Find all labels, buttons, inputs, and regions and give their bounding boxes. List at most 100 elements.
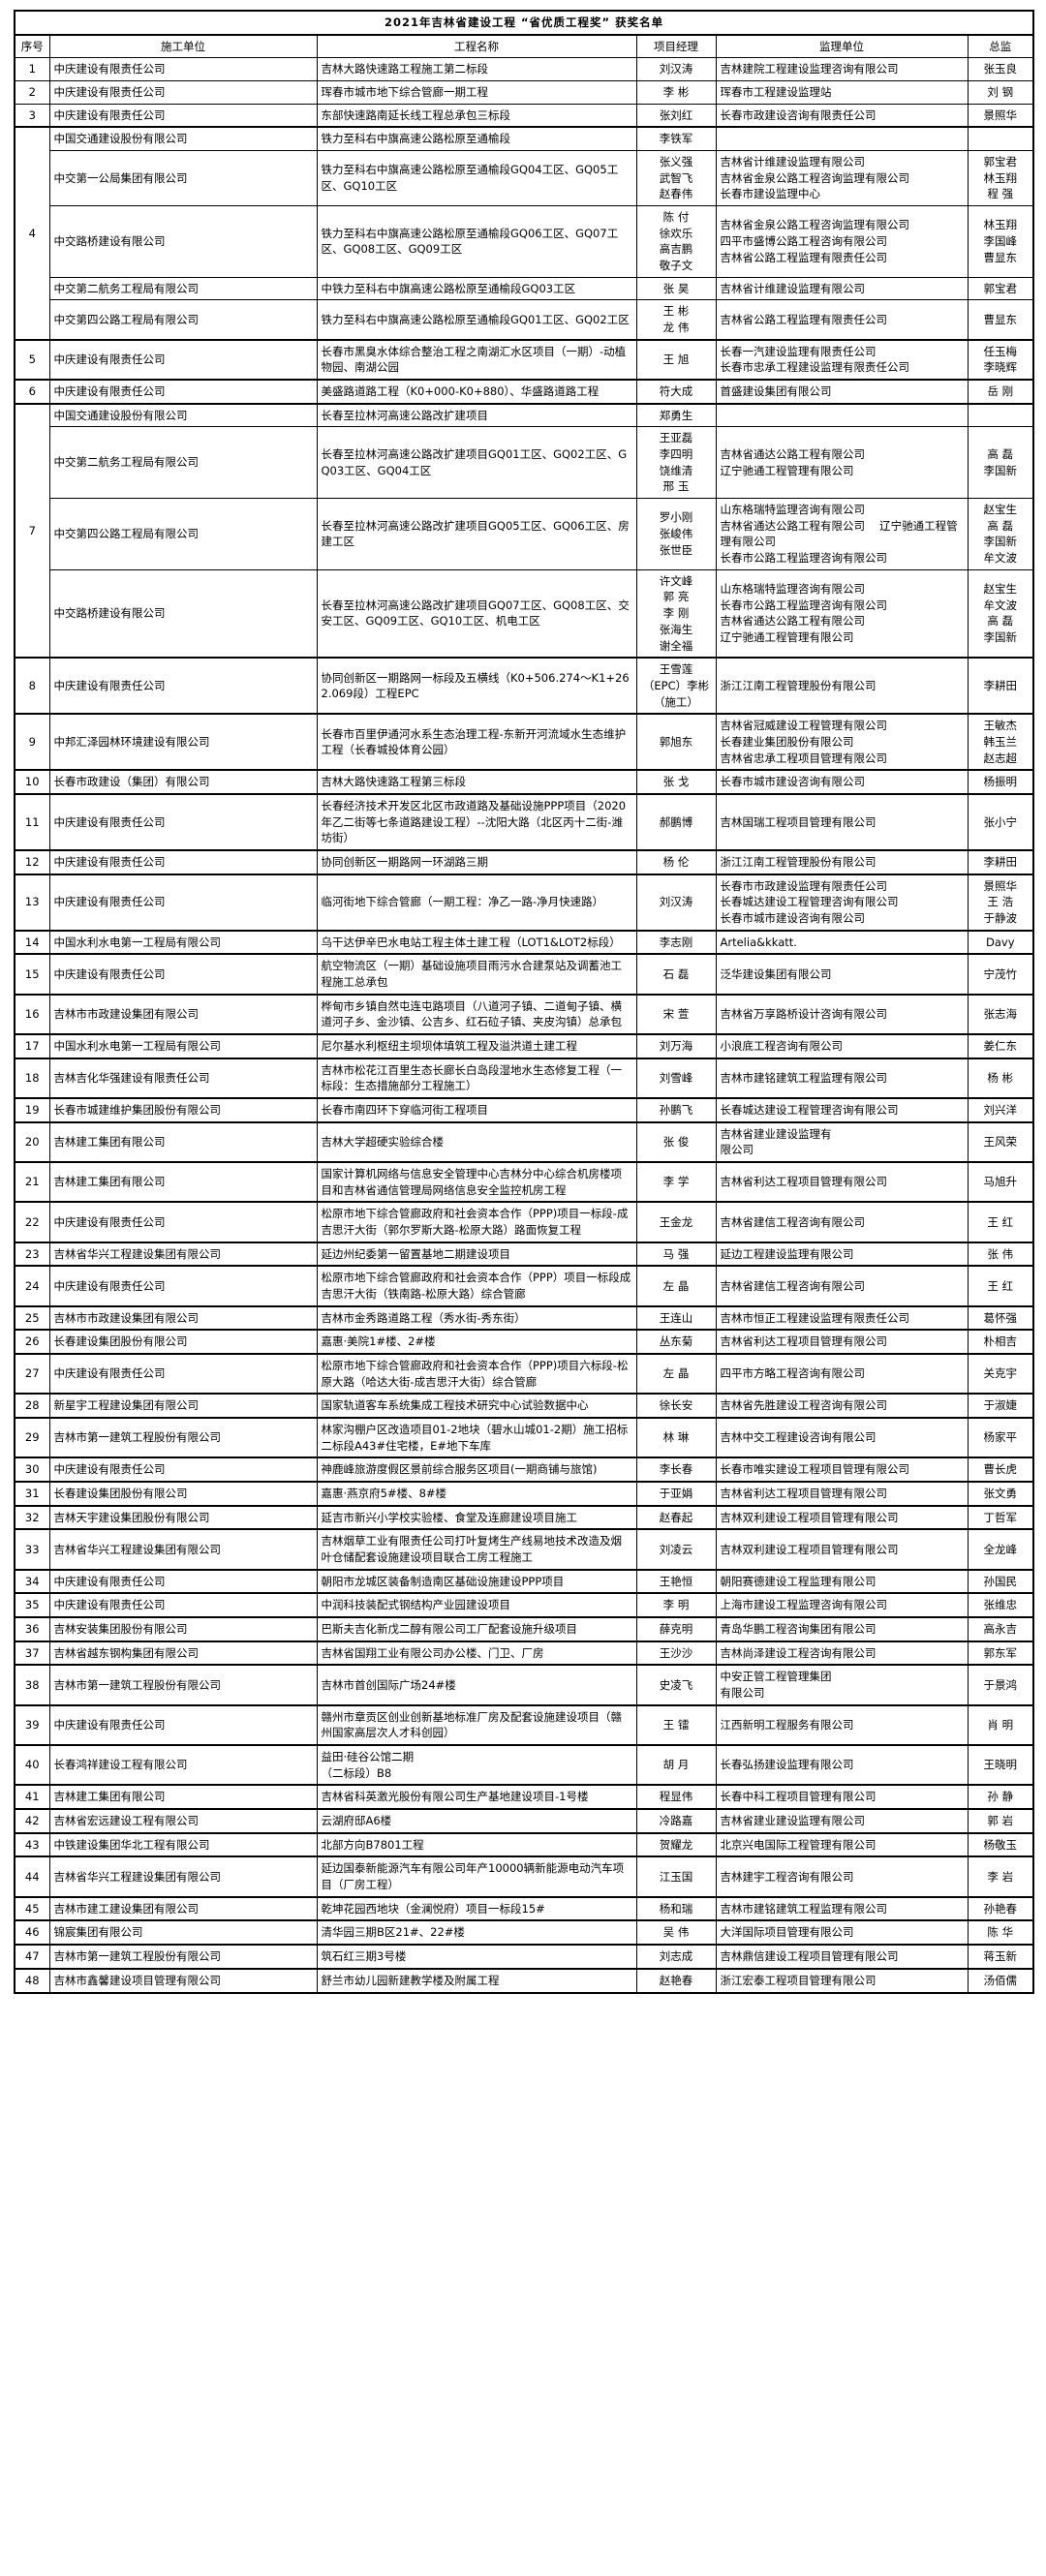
project-manager: 杨和瑞 <box>635 1895 717 1921</box>
chief-supervisor: 郭宝君 <box>967 276 1034 301</box>
project-name: 松原市地下综合管廊政府和社会资本合作（PPP)项目一标段-成吉思汗大街（郭尔罗斯… <box>316 1201 637 1243</box>
chief-supervisor: 张小宁 <box>967 792 1034 851</box>
supervision-unit: 吉林中交工程建设咨询有限公司 <box>715 1417 969 1458</box>
project-manager: 刘汉涛 <box>635 57 717 82</box>
construction-unit: 吉林市鑫馨建设项目管理有限公司 <box>48 1967 318 1993</box>
table-row: 42 吉林省宏远建设工程有限公司 云湖府邸A6楼 冷路嘉 吉林省建业建设监理有限公司郭 … <box>14 1808 1034 1834</box>
construction-unit: 中交路桥建设有限公司 <box>48 205 318 278</box>
supervision-unit: 山东格瑞特监理咨询有限公司 长春市公路工程监理咨询有限公司 吉林省通达公路工程有… <box>715 568 969 659</box>
table-row: 27 中庆建设有限责任公司 松原市地下综合管廊政府和社会资本合作（PPP)项目六标段… <box>14 1353 1034 1395</box>
supervision-unit: 长春市唯实建设工程项目管理有限公司 <box>715 1457 969 1483</box>
chief-supervisor: 王 红 <box>967 1265 1034 1307</box>
project-manager: 孙鹏飞 <box>635 1096 717 1123</box>
project-name: 中铁力至科右中旗高速公路松原至通榆段GQ03工区 <box>316 276 637 301</box>
chief-supervisor: 于淑婕 <box>967 1393 1034 1419</box>
project-manager: 赵艳春 <box>635 1967 717 1993</box>
construction-unit: 中庆建设有限责任公司 <box>48 1457 318 1483</box>
chief-supervisor: 任玉梅 李晓辉 <box>967 338 1034 381</box>
column-header-project-manager: 项目经理 <box>635 34 717 59</box>
row-index: 39 <box>14 1703 50 1746</box>
chief-supervisor: 李 岩 <box>967 1855 1034 1898</box>
project-name: 吉林市金秀路道路工程（秀水街-秀东街） <box>316 1304 637 1331</box>
supervision-unit: 山东格瑞特监理咨询有限公司 吉林省通达公路工程有限公司 辽宁驰通工程管理有限公司… <box>715 498 969 570</box>
supervision-unit: 长春一汽建设监理有限责任公司 长春市忠承工程建设监理有限责任公司 <box>715 338 969 381</box>
supervision-unit: 吉林省计维建设监理有限公司 吉林省金泉公路工程咨询监理有限公司 长春市建设监理中… <box>715 150 969 207</box>
project-name: 东部快速路南延长线工程总承包三标段 <box>316 103 637 128</box>
table-row: 22 中庆建设有限责任公司 松原市地下综合管廊政府和社会资本合作（PPP)项目一标段… <box>14 1201 1034 1243</box>
chief-supervisor: 葛怀强 <box>967 1304 1034 1331</box>
row-index: 11 <box>14 792 50 851</box>
construction-unit: 新星宇工程建设集团有限公司 <box>48 1393 318 1419</box>
construction-unit: 中交第四公路工程局有限公司 <box>48 498 318 570</box>
project-name: 清华园三期B区21#、22#楼 <box>316 1919 637 1946</box>
project-name: 吉林大学超硬实验综合楼 <box>316 1120 637 1163</box>
supervision-unit: 吉林双利建设工程项目管理有限公司 <box>715 1528 969 1571</box>
row-index: 16 <box>14 993 50 1035</box>
supervision-unit: 吉林省金泉公路工程咨询监理有限公司 四平市盛博公路工程咨询有限公司 吉林省公路工… <box>715 205 969 278</box>
project-name: 长春至拉林河高速公路改扩建项目 <box>316 402 637 428</box>
table-row: 中交第二航务工程局有限公司 中铁力至科右中旗高速公路松原至通榆段GQ03工区张 昊… <box>15 276 1034 301</box>
chief-supervisor: 林玉翔 李国峰 曹显东 <box>967 205 1034 278</box>
project-name: 吉林市松花江百里生态长廊长白岛段湿地水生态修复工程（一标段：生态措施部分工程施工… <box>316 1057 637 1099</box>
supervision-unit: 吉林省利达工程项目管理有限公司 <box>715 1481 969 1507</box>
table-row: 8 中庆建设有限责任公司 协同创新区一期路网一标段及五横线（K0+506.274～K… <box>14 657 1034 715</box>
construction-unit: 吉林省宏远建设工程有限公司 <box>48 1808 318 1834</box>
construction-unit: 长春建设集团股份有限公司 <box>48 1481 318 1507</box>
supervision-unit: 吉林市建铭建筑工程监理有限公司 <box>715 1895 969 1921</box>
supervision-unit: 吉林省建业建设监理有 限公司 <box>715 1120 969 1163</box>
row-index: 44 <box>14 1855 50 1898</box>
table-row: 中交第二航务工程局有限公司 长春至拉林河高速公路改扩建项目GQ01工区、GQ02工… <box>15 426 1034 500</box>
project-manager: 徐长安 <box>635 1393 717 1419</box>
table-row: 中交第四公路工程局有限公司 铁力至科右中旗高速公路松原至通榆段GQ01工区、GQ0… <box>15 299 1034 341</box>
supervision-unit: 吉林市建铭建筑工程监理有限公司 <box>715 1057 969 1099</box>
project-name: 吉林市首创国际广场24#楼 <box>316 1664 637 1706</box>
chief-supervisor: 王风荣 <box>967 1120 1034 1163</box>
project-name: 神鹿峰旅游度假区景前综合服务区项目(一期商铺与旅馆) <box>316 1457 637 1483</box>
row-index: 15 <box>14 953 50 996</box>
table-row: 31 长春建设集团股份有限公司 嘉惠·燕京府5#楼、8#楼 于亚娟 吉林省利达工程项目管… <box>14 1481 1034 1507</box>
project-name: 铁力至科右中旗高速公路松原至通榆段GQ04工区、GQ05工区、GQ10工区 <box>316 150 637 207</box>
construction-unit: 中铁建设集团华北工程有限公司 <box>48 1831 318 1857</box>
project-name: 长春市黑臭水体综合整治工程之南湖汇水区项目（一期）-动植物园、南湖公园 <box>316 338 637 381</box>
construction-unit: 中庆建设有限责任公司 <box>48 103 318 128</box>
construction-unit: 中庆建设有限责任公司 <box>48 57 318 82</box>
project-manager: 吴 伟 <box>635 1919 717 1946</box>
construction-unit: 吉林省越东钢构集团有限公司 <box>48 1640 318 1666</box>
table-row: 45 吉林市建工建设集团有限公司 乾坤花园西地块（金澜悦府）项目一标段15# 杨和瑞吉… <box>14 1895 1034 1921</box>
supervision-unit: 首盛建设集团有限公司 <box>715 379 969 405</box>
chief-supervisor: 肖 明 <box>967 1703 1034 1746</box>
project-name: 延吉市新兴小学校实验楼、食堂及连廊建设项目施工 <box>316 1504 637 1530</box>
construction-unit: 中庆建设有限责任公司 <box>48 338 318 381</box>
project-manager: 郑勇生 <box>635 402 717 428</box>
supervision-unit: 江西新明工程服务有限公司 <box>715 1703 969 1746</box>
chief-supervisor: 朴相吉 <box>967 1329 1034 1355</box>
construction-unit: 中国水利水电第一工程局有限公司 <box>48 1032 318 1059</box>
row-index: 48 <box>14 1967 50 1993</box>
chief-supervisor: 曹显东 <box>967 299 1034 341</box>
row-index: 41 <box>14 1784 50 1810</box>
construction-unit: 中国交通建设股份有限公司 <box>48 402 318 428</box>
column-header-chief-supervisor: 总监 <box>967 34 1034 59</box>
table-row: 29 吉林市第一建筑工程股份有限公司 林家沟棚户区改造项目01-2地块（碧水山城01… <box>14 1417 1034 1458</box>
row-index: 6 <box>14 379 50 405</box>
project-name: 珲春市城市地下综合管廊一期工程 <box>316 80 637 105</box>
project-name: 美盛路道路工程（K0+000-K0+880）、华盛路道路工程 <box>316 379 637 405</box>
award-list-table: 2021年吉林省建设工程 “省优质工程奖” 获奖名单 序号 施工单位 工程名称 … <box>13 10 1035 1994</box>
project-manager: 李 学 <box>635 1160 717 1203</box>
table-body: 1 中庆建设有限责任公司 吉林大路快速路工程施工第二标段 刘汉涛 吉林建院工程建设监理咨… <box>14 57 1034 1993</box>
row-index: 21 <box>14 1160 50 1203</box>
project-name: 吉林大路快速路工程施工第二标段 <box>316 57 637 82</box>
row-index: 24 <box>14 1265 50 1307</box>
project-name: 长春至拉林河高速公路改扩建项目GQ01工区、GQ02工区、GQ03工区、GQ04… <box>316 426 637 500</box>
project-name: 尼尔基水利枢纽主坝坝体填筑工程及溢洪道土建工程 <box>316 1032 637 1059</box>
supervision-unit: 珲春市工程建设监理站 <box>715 80 969 105</box>
chief-supervisor: 高 磊 李国新 <box>967 426 1034 500</box>
chief-supervisor: 杨敬玉 <box>967 1831 1034 1857</box>
table-row: 3 中庆建设有限责任公司 东部快速路南延长线工程总承包三标段 张刘红 长春市政建设咨询有… <box>14 103 1034 128</box>
supervision-unit: 吉林省建信工程咨询有限公司 <box>715 1265 969 1307</box>
project-manager: 王雪莲 （EPC）李彬 （施工） <box>635 657 717 715</box>
table-row: 17 中国水利水电第一工程局有限公司 尼尔基水利枢纽主坝坝体填筑工程及溢洪道土建工程… <box>14 1032 1034 1059</box>
project-name: 嘉惠·美院1#楼、2#楼 <box>316 1329 637 1355</box>
supervision-unit: 长春中科工程项目管理有限公司 <box>715 1784 969 1810</box>
table-row: 2 中庆建设有限责任公司 珲春市城市地下综合管廊一期工程李 彬珲春市工程建设监理站刘… <box>14 80 1034 105</box>
